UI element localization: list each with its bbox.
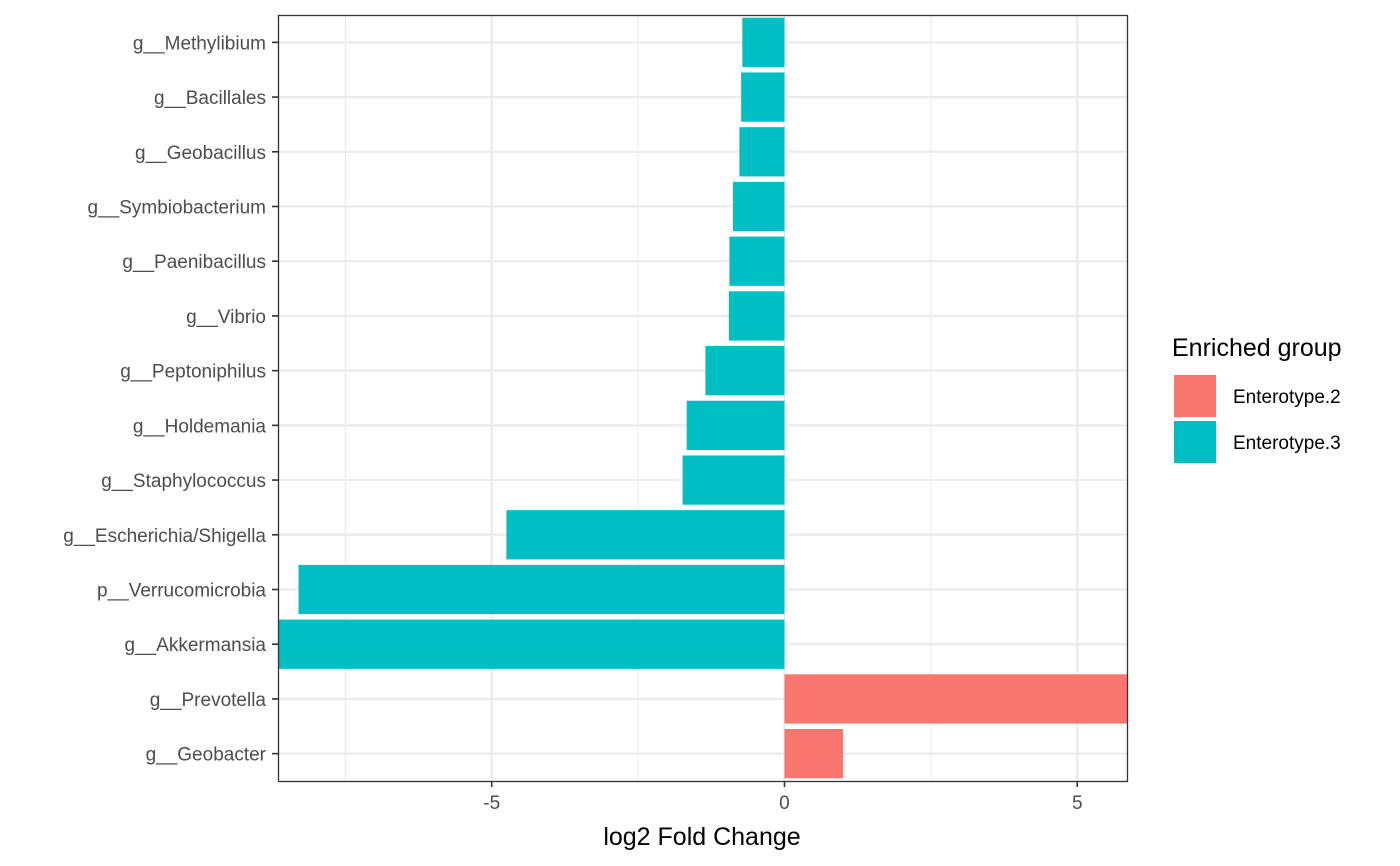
y-tick-label: p__Verrucomicrobia xyxy=(97,581,266,602)
bar xyxy=(784,729,844,779)
x-axis: -5 0 5 xyxy=(483,781,1083,814)
y-tick-label: g__Holdemania xyxy=(133,416,267,437)
x-tick-label: -5 xyxy=(483,793,500,814)
legend-label: Enterotype.2 xyxy=(1233,387,1341,408)
y-tick-label: g__Methylibium xyxy=(133,33,266,54)
bar xyxy=(686,400,785,450)
bar xyxy=(728,291,785,341)
bar xyxy=(705,346,785,396)
y-tick-label: g__Peptoniphilus xyxy=(120,362,266,383)
y-tick-label: g__Prevotella xyxy=(150,690,267,711)
bar xyxy=(682,455,785,505)
legend-title: Enriched group xyxy=(1172,334,1342,362)
bar xyxy=(278,619,785,669)
bar xyxy=(742,17,785,67)
y-tick-label: g__Staphylococcus xyxy=(101,471,266,492)
legend-key xyxy=(1174,421,1216,463)
bar xyxy=(784,674,1127,724)
legend-label: Enterotype.3 xyxy=(1233,433,1341,454)
legend-key xyxy=(1174,375,1216,417)
bar xyxy=(732,181,785,232)
y-tick-label: g__Paenibacillus xyxy=(122,252,266,273)
bar xyxy=(506,510,785,560)
y-tick-label: g__Bacillales xyxy=(154,88,266,109)
y-tick-label: g__Symbiobacterium xyxy=(88,198,266,219)
y-axis: g__Methylibium g__Bacillales g__Geobacillu… xyxy=(63,33,278,766)
x-axis-title: log2 Fold Change xyxy=(603,823,800,851)
x-tick-label: 5 xyxy=(1072,793,1083,814)
x-tick-label: 0 xyxy=(779,793,790,814)
y-tick-label: g__Geobacter xyxy=(146,745,267,766)
y-tick-label: g__Geobacillus xyxy=(135,143,266,164)
bar xyxy=(298,564,785,615)
legend: Enriched group Enterotype.2 Enterotype.3 xyxy=(1172,334,1342,463)
y-tick-label: g__Akkermansia xyxy=(124,635,266,656)
y-tick-label: g__Escherichia/Shigella xyxy=(63,526,266,547)
bar xyxy=(741,72,785,122)
bar xyxy=(729,236,785,286)
panel-border xyxy=(277,14,1129,783)
bars xyxy=(278,17,1127,779)
bar xyxy=(739,127,785,177)
y-tick-label: g__Vibrio xyxy=(186,307,266,328)
